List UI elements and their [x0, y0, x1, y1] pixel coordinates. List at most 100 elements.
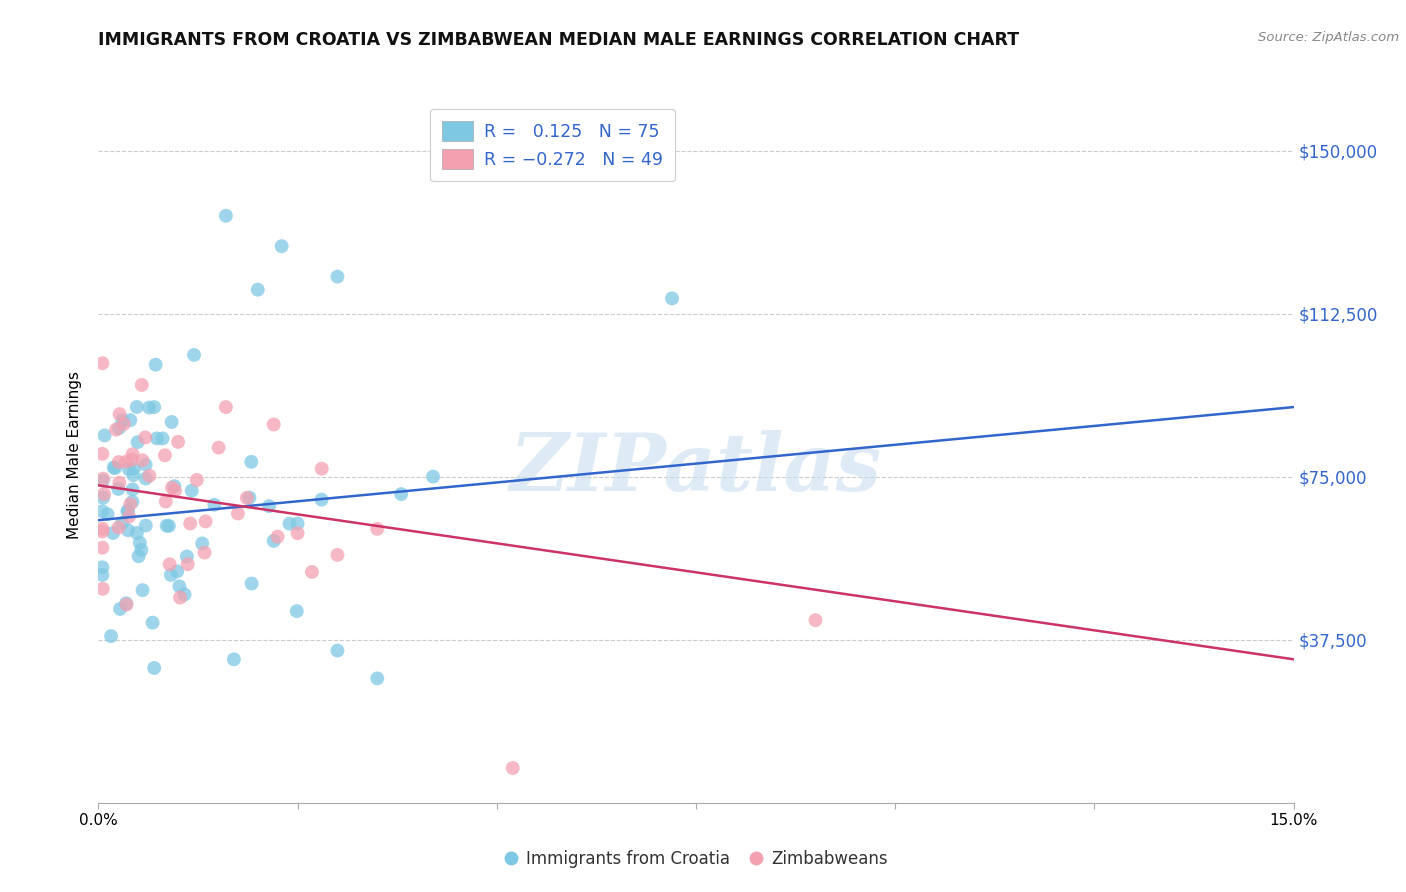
Point: [145, 358, 167, 372]
Point: [127, 435, 149, 450]
Point: [263, 417, 285, 432]
Point: [215, 400, 238, 414]
Point: [240, 455, 263, 469]
Point: [117, 523, 139, 537]
Point: [266, 530, 288, 544]
Point: [186, 473, 208, 487]
Point: [100, 629, 122, 643]
Point: [91, 447, 114, 461]
Point: [91, 568, 114, 582]
Point: [502, 761, 524, 775]
Point: [131, 583, 153, 598]
Point: [138, 468, 160, 483]
Point: [326, 643, 349, 657]
Legend: Immigrants from Croatia, Zimbabweans: Immigrants from Croatia, Zimbabweans: [498, 843, 894, 874]
Point: [107, 520, 129, 534]
Point: [91, 582, 114, 596]
Point: [226, 507, 249, 521]
Point: [169, 579, 191, 593]
Point: [157, 519, 180, 533]
Point: [93, 487, 115, 501]
Point: [366, 672, 388, 686]
Point: [270, 239, 292, 253]
Point: [389, 487, 412, 501]
Text: IMMIGRANTS FROM CROATIA VS ZIMBABWEAN MEDIAN MALE EARNINGS CORRELATION CHART: IMMIGRANTS FROM CROATIA VS ZIMBABWEAN ME…: [98, 31, 1019, 49]
Point: [103, 460, 125, 475]
Point: [285, 604, 308, 618]
Point: [115, 598, 138, 612]
Point: [263, 533, 285, 548]
Point: [107, 482, 129, 496]
Point: [422, 469, 444, 483]
Point: [118, 509, 141, 524]
Point: [326, 269, 349, 284]
Point: [107, 455, 129, 469]
Point: [108, 421, 131, 435]
Point: [125, 400, 148, 414]
Point: [142, 615, 165, 630]
Point: [115, 596, 138, 610]
Point: [112, 417, 135, 431]
Point: [159, 558, 181, 572]
Point: [207, 441, 229, 455]
Point: [122, 468, 145, 483]
Point: [169, 591, 191, 605]
Point: [91, 356, 114, 370]
Point: [105, 423, 128, 437]
Point: [125, 526, 148, 541]
Point: [121, 447, 143, 461]
Point: [202, 498, 225, 512]
Point: [131, 543, 153, 558]
Point: [122, 461, 145, 475]
Point: [366, 522, 388, 536]
Point: [179, 516, 201, 531]
Point: [135, 458, 157, 472]
Point: [287, 516, 309, 531]
Point: [134, 430, 156, 444]
Point: [177, 558, 200, 572]
Point: [326, 548, 349, 562]
Point: [163, 479, 186, 493]
Point: [246, 283, 269, 297]
Text: ZIPatlas: ZIPatlas: [510, 430, 882, 508]
Point: [108, 407, 131, 421]
Point: [91, 522, 114, 536]
Point: [236, 491, 259, 505]
Point: [131, 453, 153, 467]
Point: [163, 483, 186, 498]
Point: [120, 497, 142, 511]
Point: [128, 535, 150, 549]
Point: [222, 652, 245, 666]
Point: [193, 545, 215, 559]
Point: [311, 492, 333, 507]
Point: [804, 613, 827, 627]
Point: [91, 474, 114, 488]
Point: [311, 461, 333, 475]
Point: [138, 401, 160, 415]
Point: [120, 413, 142, 427]
Point: [115, 454, 138, 468]
Point: [155, 494, 177, 508]
Point: [153, 448, 176, 462]
Point: [240, 576, 263, 591]
Point: [91, 560, 114, 574]
Point: [180, 483, 202, 498]
Point: [118, 462, 141, 476]
Point: [183, 348, 205, 362]
Point: [111, 516, 134, 530]
Point: [287, 526, 309, 541]
Point: [135, 518, 157, 533]
Point: [135, 471, 157, 485]
Point: [121, 483, 143, 497]
Point: [121, 452, 143, 467]
Point: [661, 291, 683, 305]
Point: [278, 516, 301, 531]
Point: [167, 434, 190, 449]
Point: [173, 587, 195, 601]
Point: [91, 504, 114, 518]
Point: [152, 431, 174, 445]
Point: [104, 461, 127, 475]
Point: [91, 491, 114, 505]
Point: [156, 518, 179, 533]
Point: [91, 524, 114, 539]
